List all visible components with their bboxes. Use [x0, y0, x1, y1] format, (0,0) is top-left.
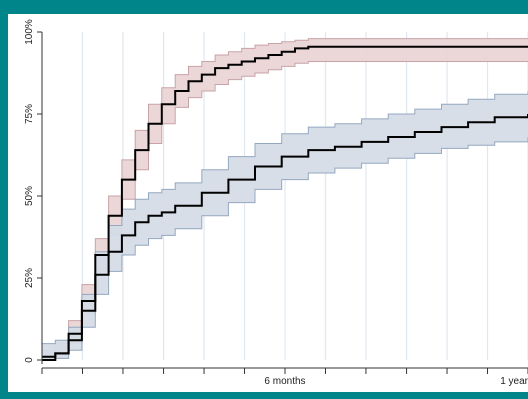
- curve-series-2: [42, 114, 528, 358]
- x-tick-label: 1 year: [500, 376, 528, 387]
- survival-chart: 0 25% 50% 75% 100% 6 months 1 year: [24, 19, 528, 387]
- y-tick-label: 25%: [24, 268, 35, 288]
- ci-band-series-1: [42, 38, 528, 360]
- curve-series-1: [42, 45, 528, 361]
- x-tick-label: 6 months: [264, 376, 305, 387]
- y-tick-label: 50%: [24, 186, 35, 206]
- survival-curves: [42, 45, 528, 361]
- ci-upper-line-series-1: [42, 38, 528, 351]
- y-tick-label: 75%: [24, 104, 35, 124]
- plot-panel: 0 25% 50% 75% 100% 6 months 1 year: [8, 14, 528, 392]
- axes: 0 25% 50% 75% 100% 6 months 1 year: [24, 19, 528, 387]
- y-tick-label: 100%: [24, 19, 35, 45]
- y-tick-label: 0: [24, 357, 35, 363]
